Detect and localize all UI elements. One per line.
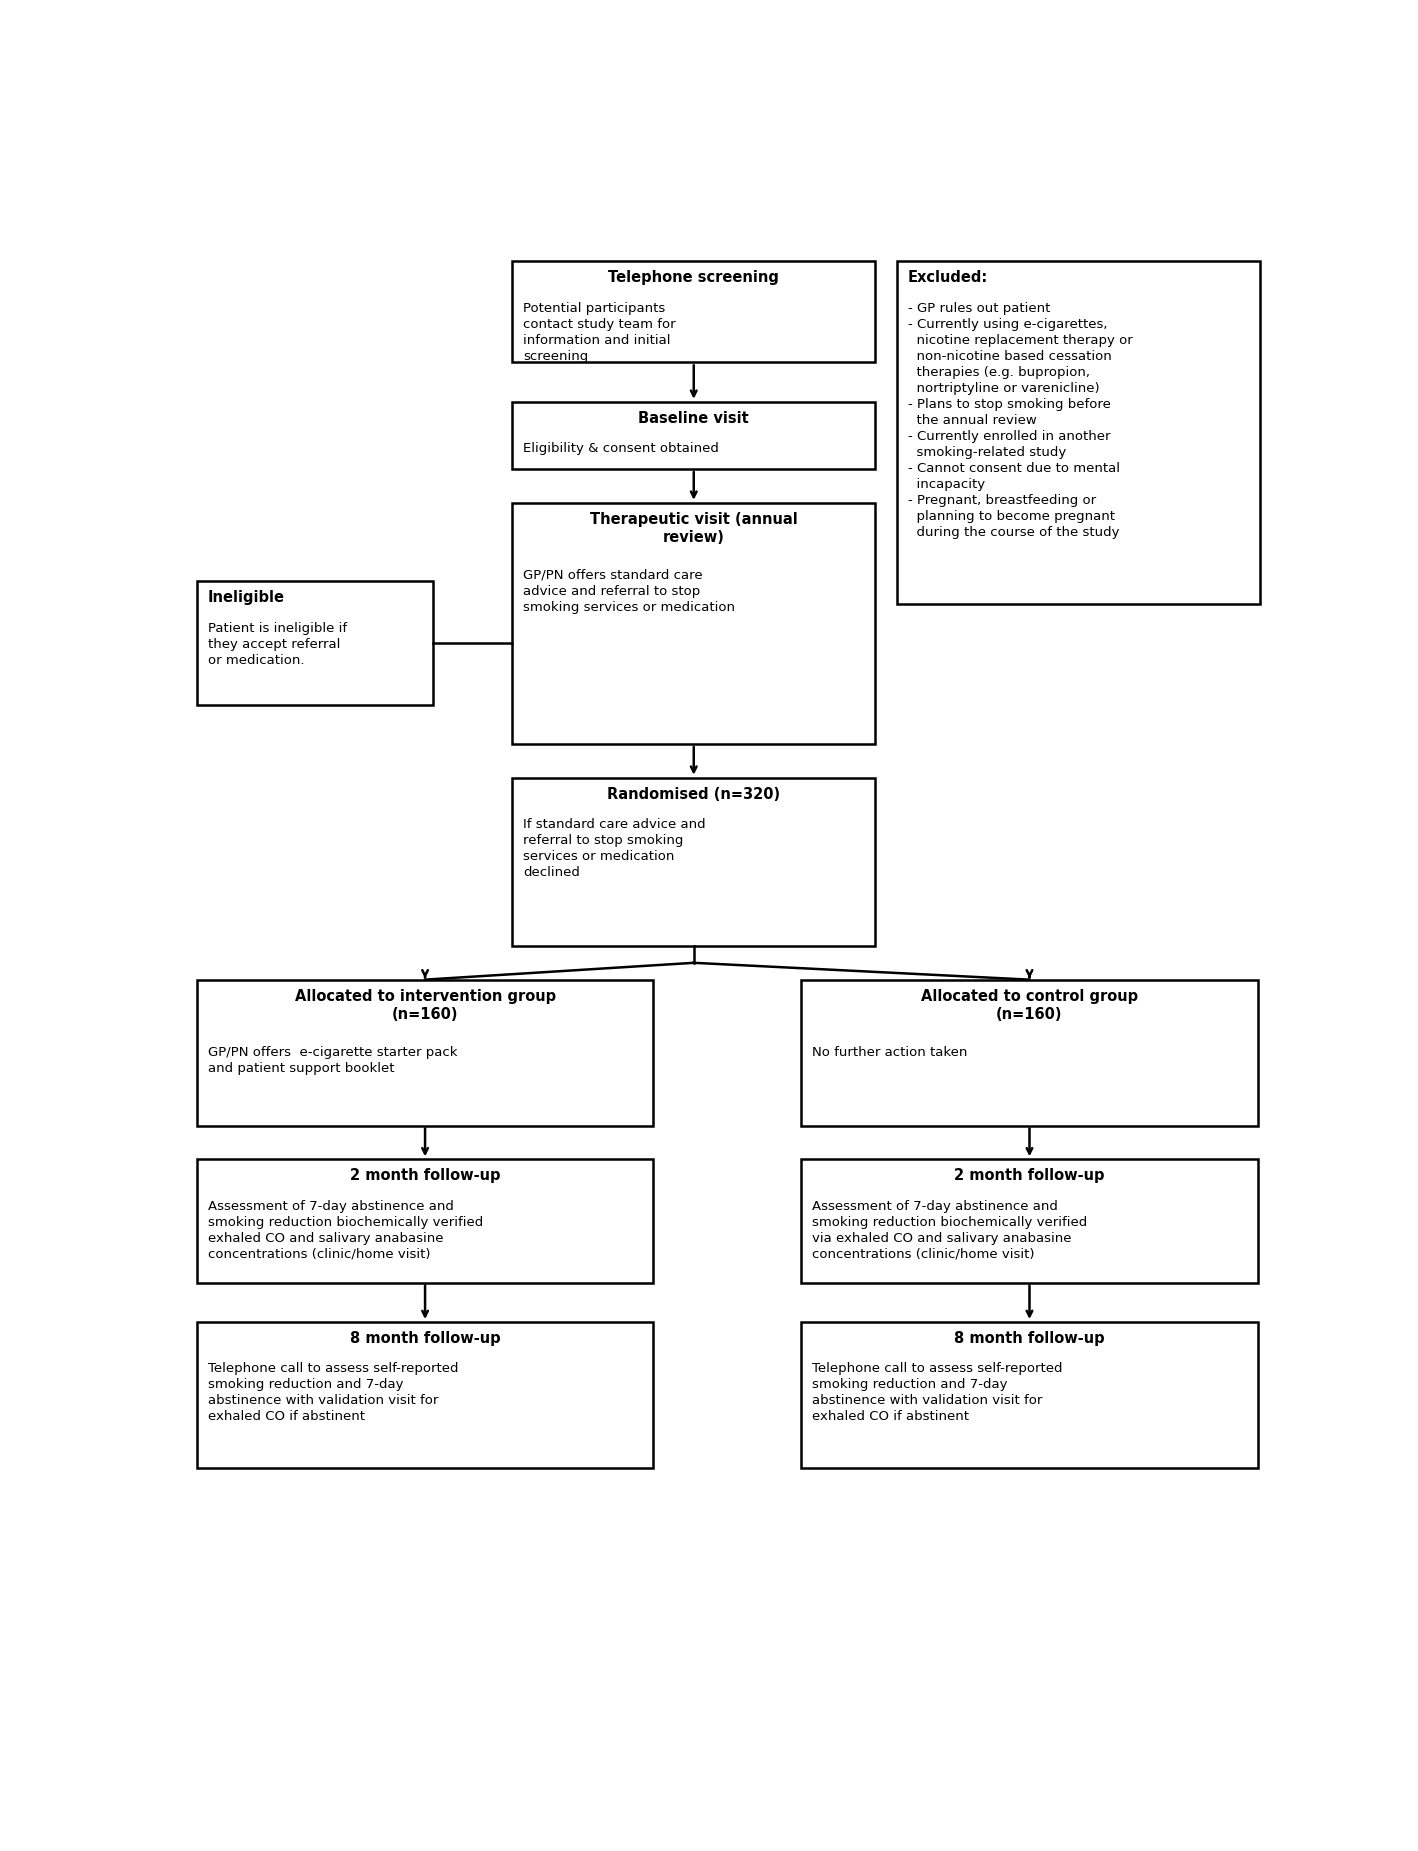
Text: 8 month follow-up: 8 month follow-up [350, 1331, 501, 1346]
Text: GP/PN offers standard care
advice and referral to stop
smoking services or medic: GP/PN offers standard care advice and re… [523, 568, 736, 615]
Bar [197, 1322, 654, 1468]
Text: Assessment of 7-day abstinence and
smoking reduction biochemically verified
exha: Assessment of 7-day abstinence and smoki… [208, 1199, 484, 1261]
Bar [512, 503, 875, 744]
Bar [197, 581, 434, 705]
Text: No further action taken: No further action taken [813, 1046, 968, 1059]
Text: - GP rules out patient
- Currently using e-cigarettes,
  nicotine replacement th: - GP rules out patient - Currently using… [908, 302, 1133, 539]
Text: Excluded:: Excluded: [908, 270, 988, 285]
Bar [801, 1322, 1258, 1468]
Text: Eligibility & consent obtained: Eligibility & consent obtained [523, 442, 719, 455]
Text: Allocated to intervention group
(n=160): Allocated to intervention group (n=160) [295, 988, 556, 1022]
Bar [197, 979, 654, 1125]
Text: 2 month follow-up: 2 month follow-up [350, 1168, 501, 1183]
Text: Telephone call to assess self-reported
smoking reduction and 7-day
abstinence wi: Telephone call to assess self-reported s… [208, 1362, 458, 1423]
Text: Therapeutic visit (annual
review): Therapeutic visit (annual review) [590, 511, 798, 544]
Bar [801, 979, 1258, 1125]
Text: Randomised (n=320): Randomised (n=320) [607, 787, 780, 801]
Text: Patient is ineligible if
they accept referral
or medication.: Patient is ineligible if they accept ref… [208, 622, 347, 666]
Text: Ineligible: Ineligible [208, 590, 285, 605]
Bar [197, 1159, 654, 1283]
Text: Baseline visit: Baseline visit [638, 411, 749, 426]
Text: Telephone call to assess self-reported
smoking reduction and 7-day
abstinence wi: Telephone call to assess self-reported s… [813, 1362, 1064, 1423]
Bar [801, 1159, 1258, 1283]
Bar [512, 402, 875, 468]
Text: Assessment of 7-day abstinence and
smoking reduction biochemically verified
via : Assessment of 7-day abstinence and smoki… [813, 1199, 1088, 1261]
Text: Telephone screening: Telephone screening [608, 270, 780, 285]
Bar [898, 261, 1259, 603]
Bar [512, 777, 875, 946]
Text: GP/PN offers  e-cigarette starter pack
and patient support booklet: GP/PN offers e-cigarette starter pack an… [208, 1046, 458, 1075]
Text: If standard care advice and
referral to stop smoking
services or medication
decl: If standard care advice and referral to … [523, 818, 706, 879]
Text: Allocated to control group
(n=160): Allocated to control group (n=160) [920, 988, 1139, 1022]
Text: Potential participants
contact study team for
information and initial
screening: Potential participants contact study tea… [523, 302, 676, 363]
Bar [512, 261, 875, 363]
Text: 8 month follow-up: 8 month follow-up [954, 1331, 1105, 1346]
Text: 2 month follow-up: 2 month follow-up [954, 1168, 1105, 1183]
